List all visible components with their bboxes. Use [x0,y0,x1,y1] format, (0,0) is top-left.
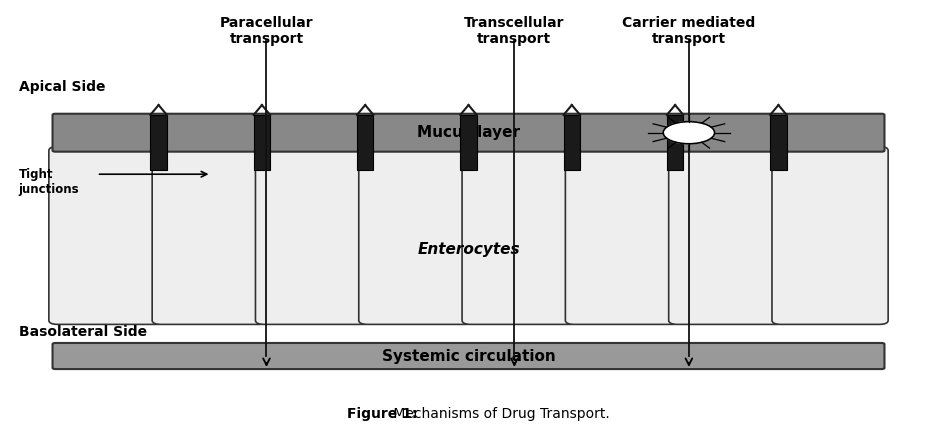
Text: Enterocytes: Enterocytes [417,242,519,257]
FancyBboxPatch shape [152,147,268,324]
FancyBboxPatch shape [771,147,887,324]
FancyBboxPatch shape [461,147,578,324]
Text: Mechanisms of Drug Transport.: Mechanisms of Drug Transport. [388,407,609,421]
Circle shape [663,122,714,144]
FancyBboxPatch shape [52,343,884,369]
FancyBboxPatch shape [668,147,784,324]
Bar [769,115,786,170]
FancyBboxPatch shape [49,147,165,324]
FancyBboxPatch shape [52,114,884,152]
Text: Basolateral Side: Basolateral Side [19,325,147,339]
FancyBboxPatch shape [256,147,372,324]
Text: Transcellular
transport: Transcellular transport [463,16,564,46]
FancyBboxPatch shape [564,147,680,324]
Bar [563,115,579,170]
Text: Tight
junctions: Tight junctions [19,168,80,196]
Bar [460,115,476,170]
FancyBboxPatch shape [358,147,475,324]
Bar [357,115,373,170]
Bar [666,115,682,170]
Bar [254,115,270,170]
Text: Systemic circulation: Systemic circulation [381,348,555,363]
Text: Mucus layer: Mucus layer [417,125,519,140]
Text: Figure 1:: Figure 1: [346,407,417,421]
Text: Carrier mediated
transport: Carrier mediated transport [622,16,754,46]
Text: Apical Side: Apical Side [19,80,105,94]
Text: Paracellular
transport: Paracellular transport [219,16,313,46]
Bar [150,115,167,170]
